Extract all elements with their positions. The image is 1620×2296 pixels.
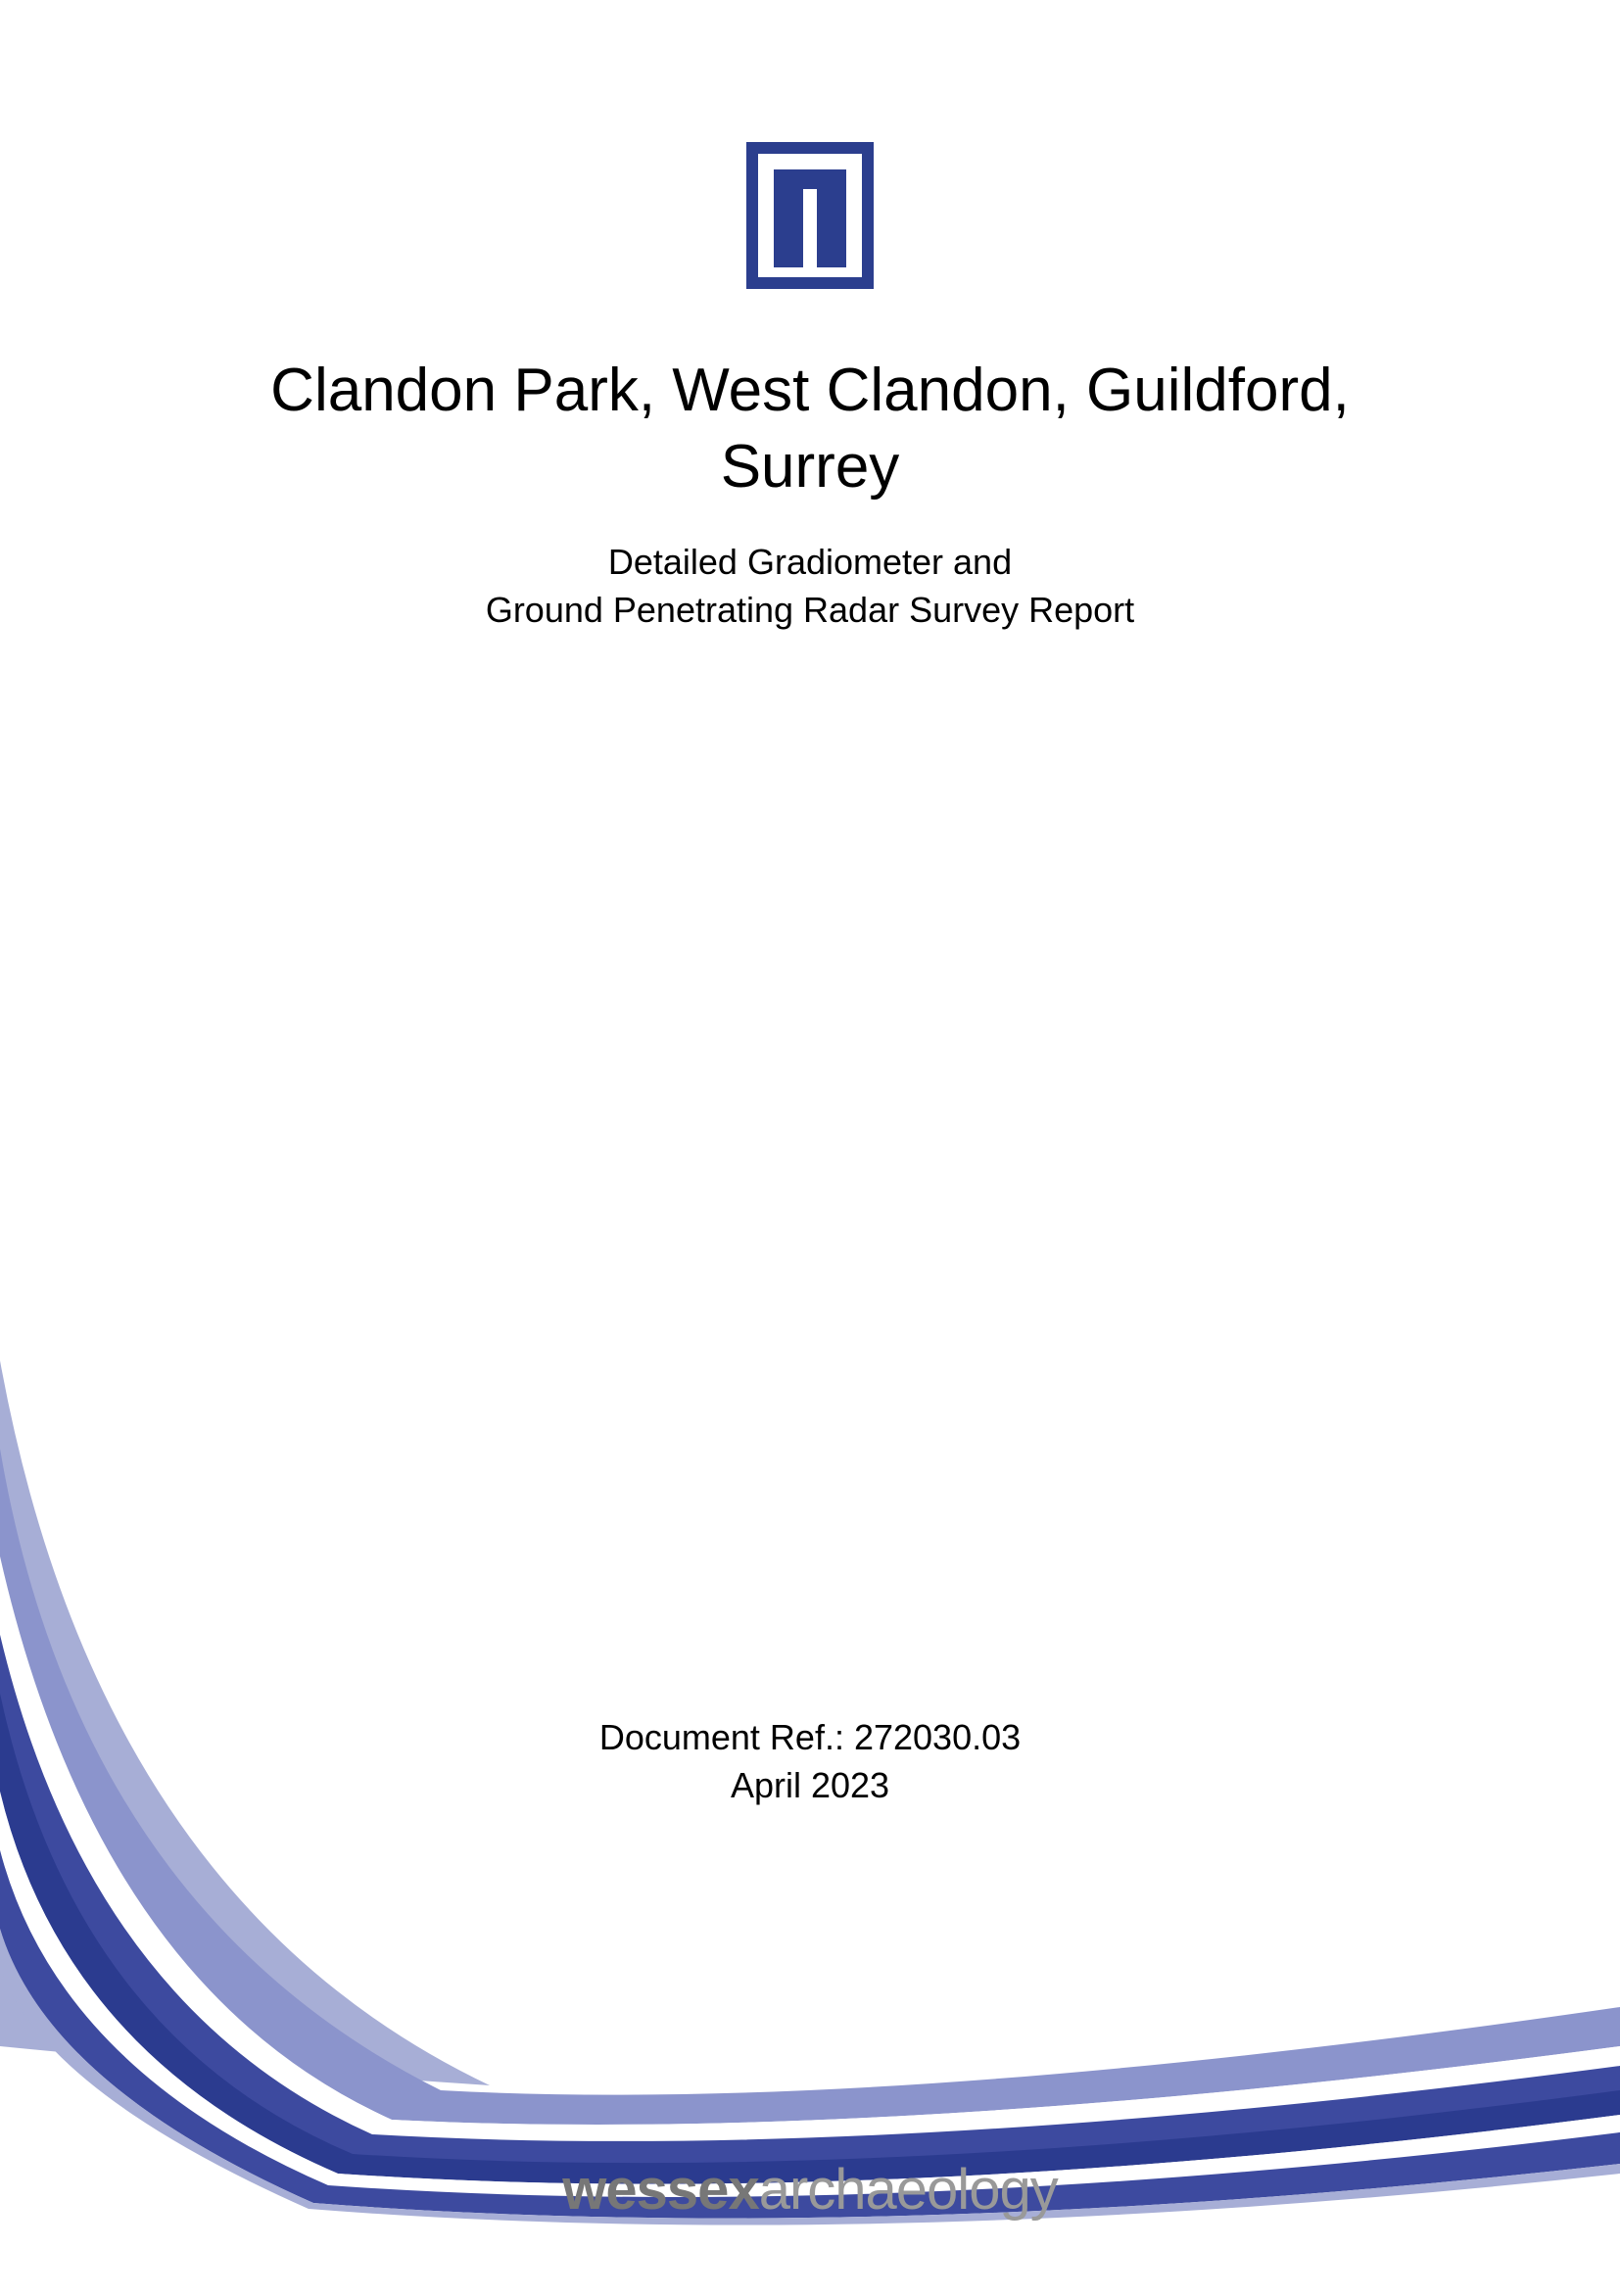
document-reference: Document Ref.: 272030.03 April 2023 xyxy=(0,1714,1620,1809)
title-section: Clandon Park, West Clandon, Guildford, S… xyxy=(0,353,1620,634)
document-title: Clandon Park, West Clandon, Guildford, S… xyxy=(0,353,1620,504)
document-reference-section: Document Ref.: 272030.03 April 2023 xyxy=(0,1714,1620,1809)
subtitle-line-1: Detailed Gradiometer and xyxy=(608,542,1012,582)
footer-company-logo: wessexarchaeology xyxy=(562,2157,1057,2223)
title-line-2: Surrey xyxy=(721,433,900,501)
footer-company-light: archaeology xyxy=(759,2158,1058,2222)
swoosh-graphic xyxy=(0,1361,1620,2291)
doc-ref-date: April 2023 xyxy=(731,1765,889,1805)
document-subtitle: Detailed Gradiometer and Ground Penetrat… xyxy=(0,539,1620,634)
header-logo xyxy=(746,142,874,289)
decorative-swoosh xyxy=(0,1361,1620,2291)
doc-ref-number: Document Ref.: 272030.03 xyxy=(599,1717,1021,1757)
subtitle-line-2: Ground Penetrating Radar Survey Report xyxy=(486,590,1134,630)
footer-company-bold: wessex xyxy=(562,2158,758,2222)
title-line-1: Clandon Park, West Clandon, Guildford, xyxy=(270,357,1350,424)
document-cover-page: Clandon Park, West Clandon, Guildford, S… xyxy=(0,0,1620,2291)
national-trust-icon xyxy=(746,142,874,289)
